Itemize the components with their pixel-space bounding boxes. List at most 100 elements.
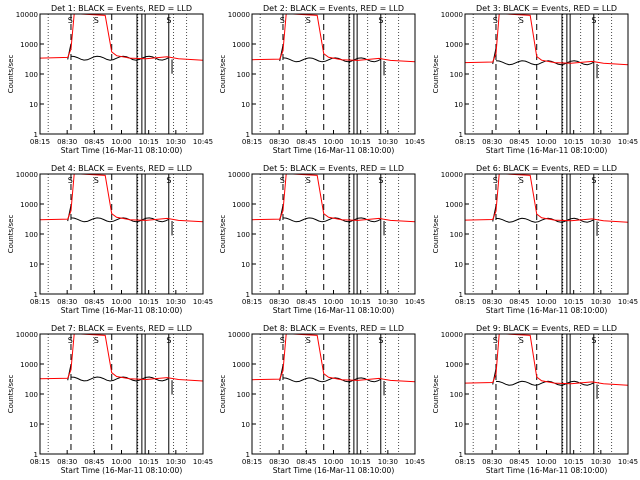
plot-frame: [251, 13, 416, 135]
x-tick-label: 08:45: [509, 138, 529, 146]
x-tick-label: 08:15: [242, 298, 262, 306]
y-tick-label: 1000: [232, 361, 250, 369]
y-tick-label: 1000: [20, 41, 38, 49]
x-tick-label: 08:45: [296, 138, 316, 146]
saa-label: S: [166, 16, 171, 25]
y-axis-label: Counts/sec: [7, 375, 15, 414]
chart-title: Det 1: BLACK = Events, RED = LLD: [51, 4, 192, 13]
series-lld-line: [251, 333, 416, 383]
y-tick-label: 1: [246, 451, 250, 459]
detector-chart-3: Det 3: BLACK = Events, RED = LLD S S S 1 10 10…: [432, 4, 638, 155]
y-axis-label: Counts/sec: [219, 215, 227, 254]
x-tick-label: 08:30: [482, 298, 502, 306]
saa-label: S: [306, 176, 311, 185]
saa-label: S: [519, 16, 524, 25]
x-tick-label: 10:00: [323, 298, 343, 306]
x-tick-label: 08:30: [482, 458, 502, 466]
y-tick-label: 100: [450, 231, 463, 239]
chart-title: Det 7: BLACK = Events, RED = LLD: [51, 324, 192, 333]
saa-label: S: [94, 16, 99, 25]
x-tick-label: 10:15: [564, 138, 584, 146]
saa-label: S: [519, 336, 524, 345]
chart-title: Det 3: BLACK = Events, RED = LLD: [476, 4, 617, 13]
x-tick-label: 08:15: [455, 298, 475, 306]
x-axis-label: Start Time (16-Mar-11 08:10:00): [486, 466, 608, 475]
x-tick-label: 10:00: [536, 298, 556, 306]
saa-label: S: [591, 176, 596, 185]
y-axis-label: Counts/sec: [219, 375, 227, 414]
y-tick-label: 10: [454, 261, 463, 269]
x-tick-label: 08:30: [269, 458, 289, 466]
saa-label: S: [166, 176, 171, 185]
x-tick-label: 10:45: [405, 298, 425, 306]
chart-title: Det 2: BLACK = Events, RED = LLD: [263, 4, 404, 13]
chart-title: Det 4: BLACK = Events, RED = LLD: [51, 164, 192, 173]
chart-title: Det 6: BLACK = Events, RED = LLD: [476, 164, 617, 173]
y-tick-label: 100: [25, 231, 38, 239]
x-tick-label: 08:15: [30, 298, 50, 306]
x-tick-label: 10:15: [139, 138, 159, 146]
saa-label: S: [94, 336, 99, 345]
y-tick-label: 100: [450, 71, 463, 79]
y-tick-label: 10: [29, 421, 38, 429]
saa-label: S: [378, 336, 383, 345]
x-tick-label: 08:45: [84, 138, 104, 146]
x-tick-label: 10:00: [111, 458, 131, 466]
detector-chart-7: Det 7: BLACK = Events, RED = LLD S S S 1 10 10…: [7, 324, 213, 475]
saa-label: S: [591, 16, 596, 25]
chart-title: Det 5: BLACK = Events, RED = LLD: [263, 164, 404, 173]
x-tick-label: 10:45: [618, 458, 638, 466]
x-axis-label: Start Time (16-Mar-11 08:10:00): [273, 306, 395, 315]
x-axis-label: Start Time (16-Mar-11 08:10:00): [273, 466, 395, 475]
y-tick-label: 10000: [441, 331, 463, 339]
series-events-line: [70, 376, 170, 382]
saa-label: S: [166, 336, 171, 345]
y-tick-label: 100: [237, 231, 250, 239]
series-lld-line: [251, 173, 416, 223]
x-tick-label: 10:00: [323, 138, 343, 146]
y-tick-label: 10: [454, 421, 463, 429]
saa-label: S: [68, 16, 73, 25]
x-tick-label: 08:45: [84, 458, 104, 466]
y-tick-label: 1: [34, 131, 38, 139]
detector-chart-6: Det 6: BLACK = Events, RED = LLD S S S 1 10 10…: [432, 164, 638, 315]
y-axis-label: Counts/sec: [432, 375, 440, 414]
x-tick-label: 08:15: [242, 138, 262, 146]
x-tick-label: 10:30: [166, 458, 186, 466]
y-tick-label: 1: [246, 291, 250, 299]
saa-label: S: [378, 176, 383, 185]
x-tick-label: 10:45: [193, 298, 213, 306]
y-tick-label: 10: [241, 421, 250, 429]
series-lld-line: [39, 173, 204, 223]
x-axis-label: Start Time (16-Mar-11 08:10:00): [273, 146, 395, 155]
saa-label: S: [94, 176, 99, 185]
saa-label: S: [306, 336, 311, 345]
x-tick-label: 08:45: [509, 458, 529, 466]
y-tick-label: 1000: [20, 361, 38, 369]
plot-frame: [464, 173, 629, 295]
x-tick-label: 08:30: [269, 138, 289, 146]
y-tick-label: 10000: [16, 11, 38, 19]
y-tick-label: 10: [29, 101, 38, 109]
y-axis-label: Counts/sec: [7, 55, 15, 94]
x-tick-label: 10:30: [378, 138, 398, 146]
saa-label: S: [493, 176, 498, 185]
series-lld-line: [39, 333, 204, 382]
x-tick-label: 10:45: [618, 138, 638, 146]
series-lld-line: [464, 173, 629, 223]
x-tick-label: 08:15: [30, 458, 50, 466]
x-tick-label: 10:30: [378, 298, 398, 306]
x-tick-label: 08:15: [455, 458, 475, 466]
x-tick-label: 10:15: [351, 138, 371, 146]
saa-label: S: [519, 176, 524, 185]
y-tick-label: 1000: [232, 201, 250, 209]
x-tick-label: 10:30: [591, 138, 611, 146]
y-axis-label: Counts/sec: [432, 215, 440, 254]
x-tick-label: 10:15: [139, 458, 159, 466]
y-tick-label: 10000: [441, 171, 463, 179]
detector-chart-5: Det 5: BLACK = Events, RED = LLD S S S 1 10 10…: [219, 164, 425, 315]
detector-chart-2: Det 2: BLACK = Events, RED = LLD S S S 1 10 10…: [219, 4, 425, 155]
y-tick-label: 1000: [445, 201, 463, 209]
x-tick-label: 10:45: [193, 138, 213, 146]
y-tick-label: 100: [237, 391, 250, 399]
